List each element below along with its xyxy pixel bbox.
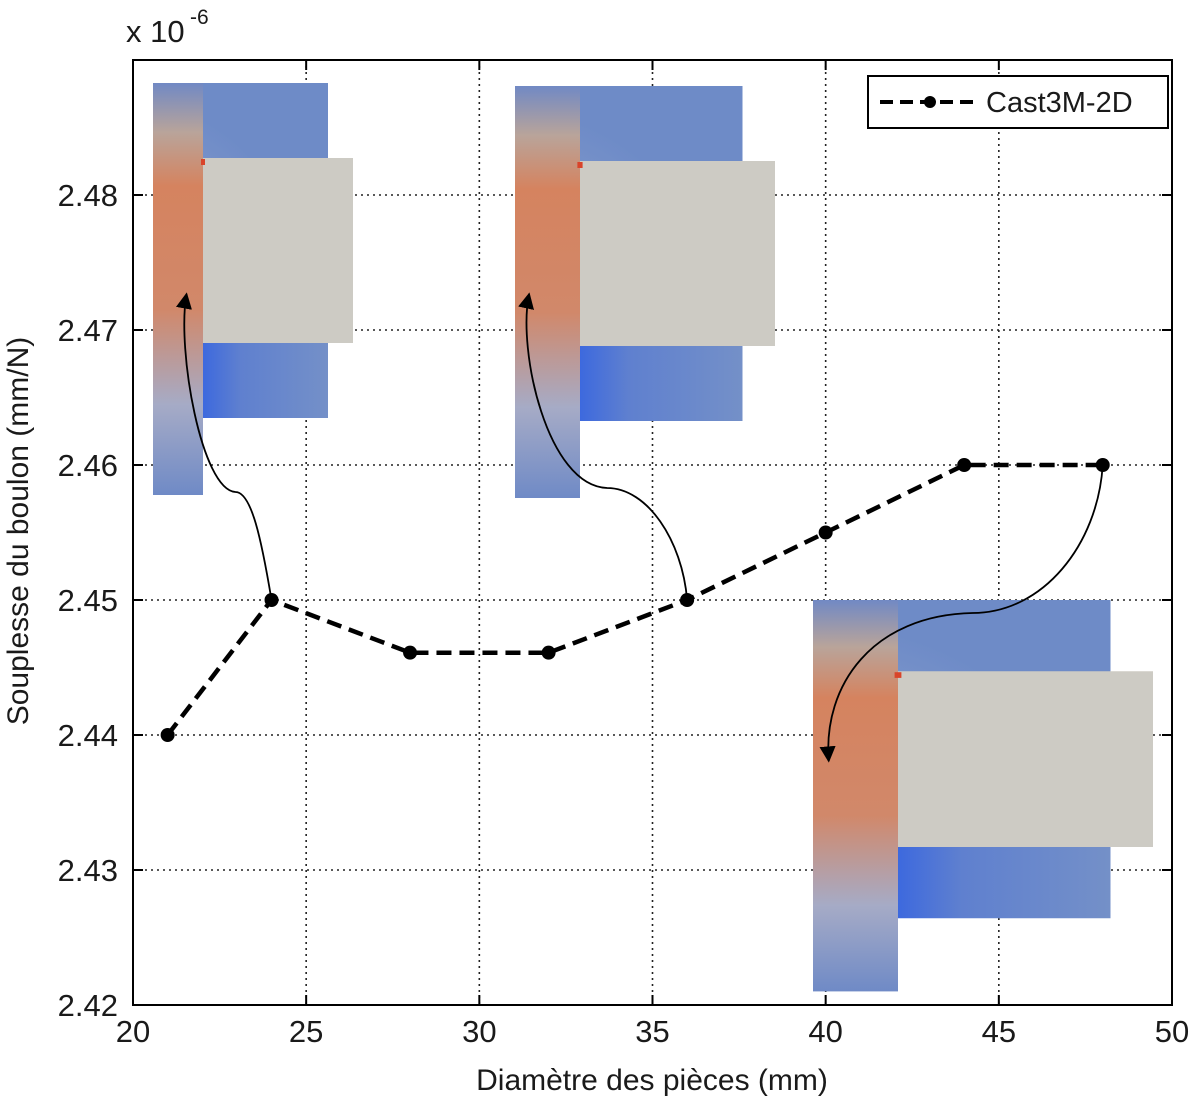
inset-link-arrow [176,292,273,601]
data-point [541,645,556,660]
x-tick-label: 50 [1155,1014,1189,1049]
y-tick-label: 2.47 [58,313,118,348]
data-series [160,292,1110,763]
y-axis-title: Souplesse du boulon (mm/N) [2,337,35,726]
legend-box [867,75,1169,129]
data-point [818,525,833,540]
series-line [165,462,1103,737]
x-tick-label: 35 [635,1014,669,1049]
fe-inset-3 [813,600,1153,992]
legend-marker [924,96,936,108]
axis-ticks: 20 25 30 35 40 45 50 2.42 2.43 2.44 2.45 2.46 2.47 2.… [58,60,1189,1049]
data-point [957,458,972,472]
x-tick-label: 25 [289,1014,323,1049]
y-tick-label: 2.48 [58,178,118,213]
data-point [403,645,418,660]
y-tick-label: 2.45 [58,583,118,618]
y-tick-label: 2.42 [58,988,118,1023]
fe-insets [153,83,1153,992]
y-tick-label: 2.44 [58,718,118,753]
x-tick-label: 30 [462,1014,496,1049]
legend-label: Cast3M-2D [986,87,1133,119]
x-tick-label: 45 [982,1014,1016,1049]
inset-link-arrow [819,464,1104,763]
y-multiplier-exponent: -6 [190,6,209,29]
y-tick-label: 2.43 [58,853,118,888]
inset-link-arrow [518,292,689,601]
x-tick-label: 40 [808,1014,842,1049]
y-multiplier-base: x 10 [126,14,185,49]
x-axis-title: Diamètre des pièces (mm) [476,1064,828,1097]
x-tick-label: 20 [116,1014,150,1049]
data-point [160,728,175,742]
legend: Cast3M-2D [867,75,1169,129]
y-tick-label: 2.46 [58,448,118,483]
